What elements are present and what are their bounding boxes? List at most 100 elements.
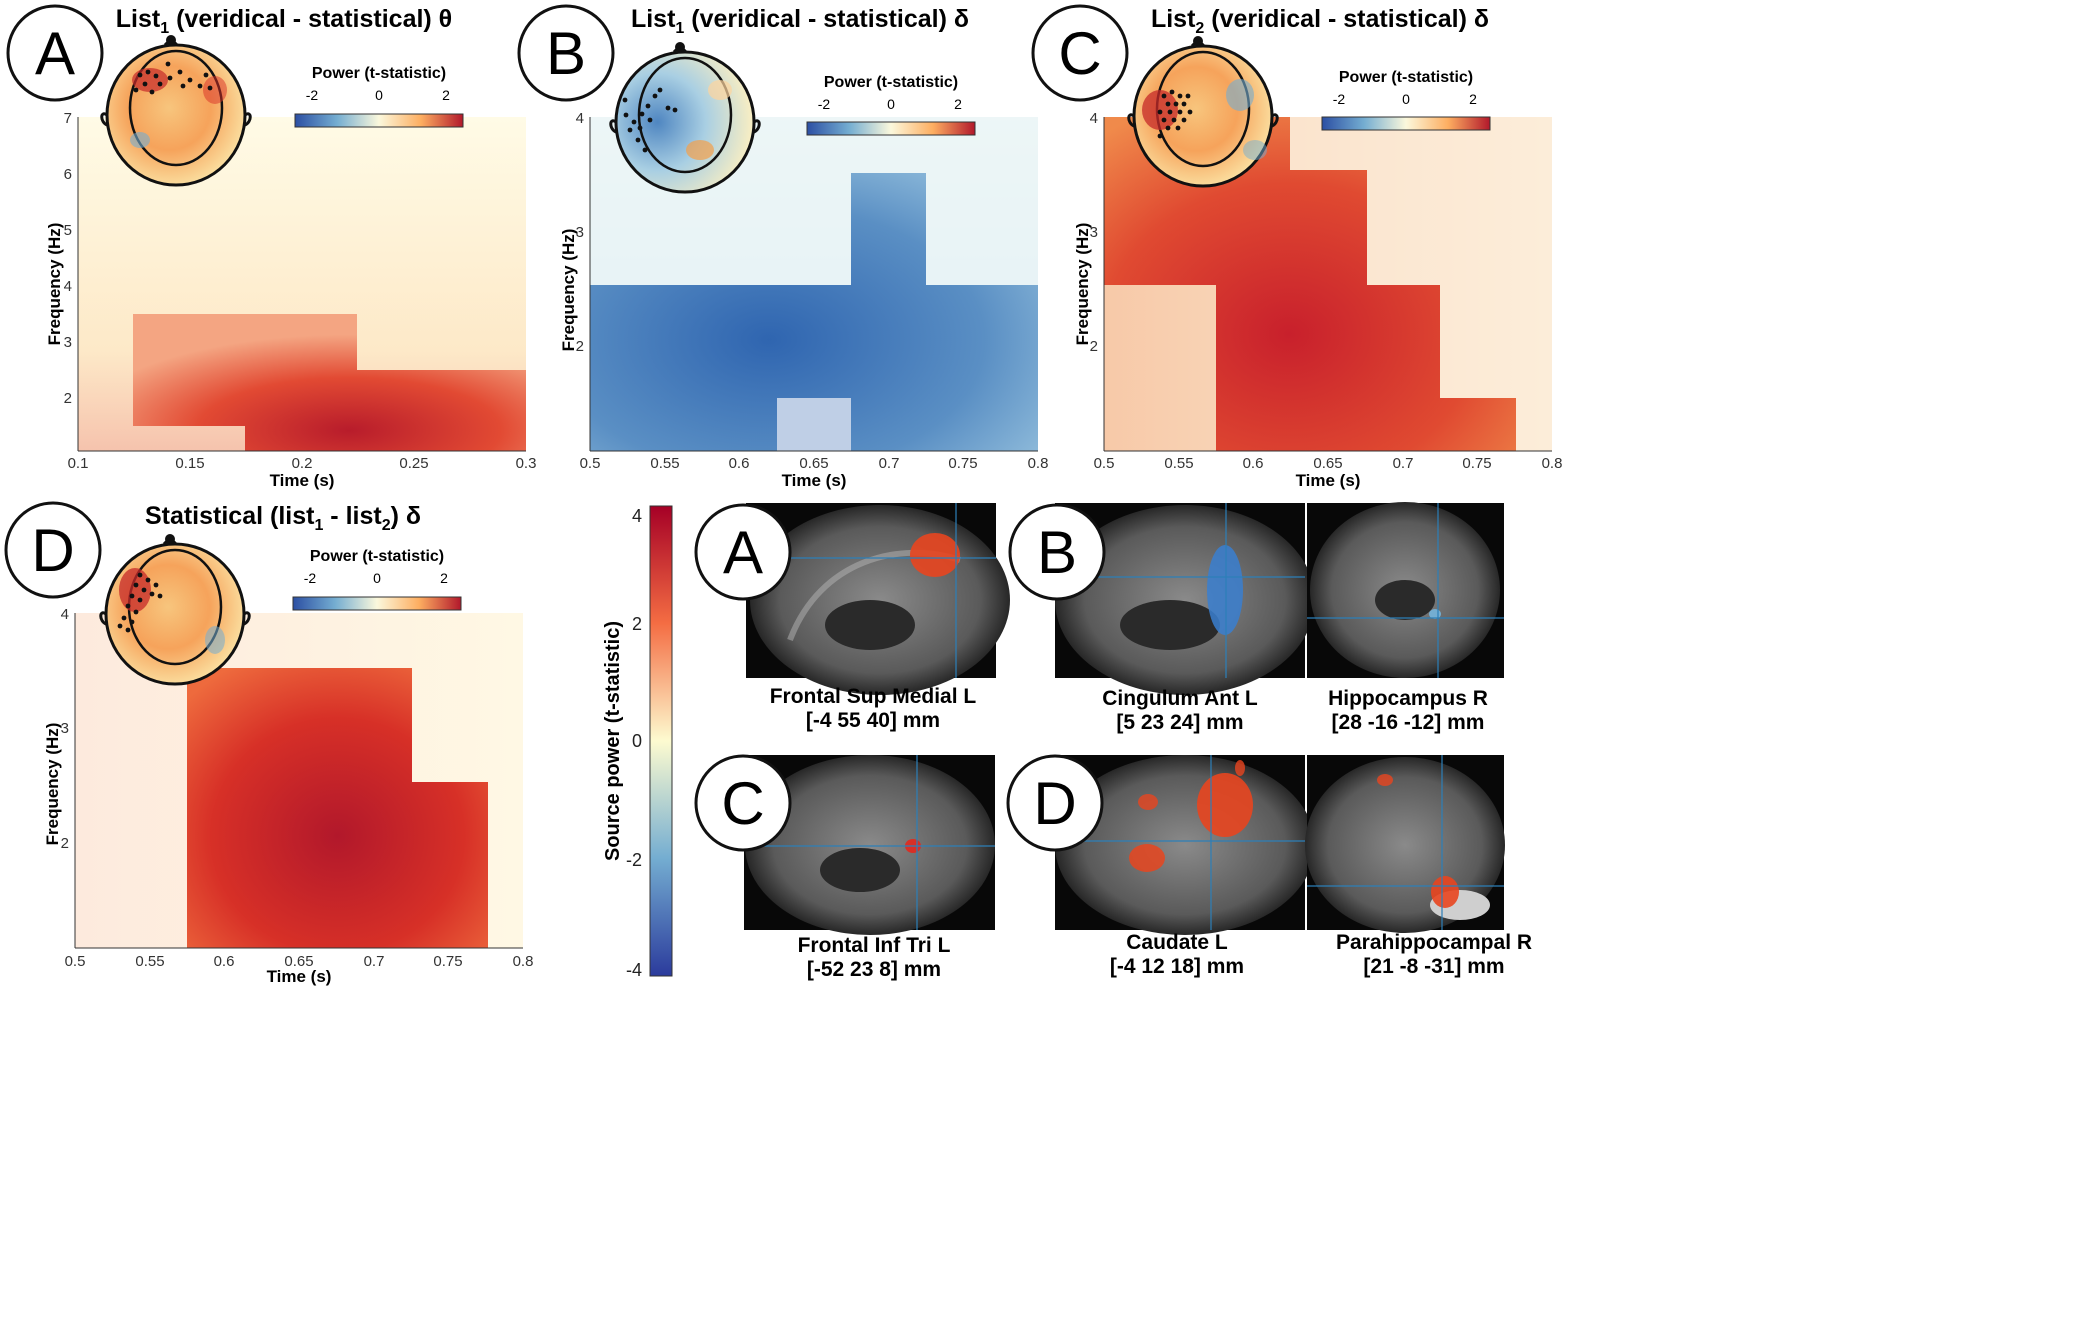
svg-text:4: 4 [61,606,69,623]
svg-text:5: 5 [64,222,72,239]
svg-text:3: 3 [1090,224,1098,241]
cluster-c [1104,117,1516,451]
svg-text:0.7: 0.7 [1393,455,1414,472]
svg-text:0.5: 0.5 [580,455,601,472]
yticks-c: 4 3 2 [1090,110,1098,355]
ylabel-b: Frequency (Hz) [559,229,578,352]
svg-text:6: 6 [64,166,72,183]
svg-text:0.8: 0.8 [1028,455,1049,472]
svg-text:Frontal Sup Medial L: Frontal Sup Medial L [770,685,977,708]
topomap-b [609,42,761,194]
svg-text:0.6: 0.6 [214,953,235,970]
xticks-d: 0.5 0.55 0.6 0.65 0.7 0.75 0.8 [65,953,534,970]
svg-text:-2: -2 [306,87,319,103]
svg-text:0.6: 0.6 [1243,455,1264,472]
svg-text:-2: -2 [626,850,642,870]
colorbar-a: Power (t-statistic) -2 0 2 [294,65,464,128]
cluster-b [590,173,1038,451]
svg-text:[-52 23 8] mm: [-52 23 8] mm [807,958,941,981]
title-c: List2 (veridical - statistical) δ [1151,5,1489,37]
svg-text:[5 23 24] mm: [5 23 24] mm [1116,711,1243,734]
svg-text:0.7: 0.7 [879,455,900,472]
svg-text:2: 2 [1090,338,1098,355]
source-colorbar: 4 2 0 -2 -4 Source power (t-statistic) [602,505,673,980]
svg-text:C: C [1058,20,1101,87]
svg-text:4: 4 [1090,110,1098,127]
svg-text:D: D [31,517,74,584]
xlabel-a: Time (s) [270,471,335,490]
source-colorbar-label: Source power (t-statistic) [602,621,624,861]
svg-text:-2: -2 [818,96,831,112]
svg-text:0.55: 0.55 [1164,455,1193,472]
svg-text:Power (t-statistic): Power (t-statistic) [310,548,444,565]
topomap-d [99,534,251,686]
svg-text:3: 3 [61,720,69,737]
panel-d: 0.5 0.55 0.6 0.65 0.7 0.75 0.8 4 3 2 Tim… [4,501,534,986]
svg-text:0.65: 0.65 [284,953,313,970]
slice-a: Frontal Sup Medial L [-4 55 40] mm A [694,503,1010,732]
svg-text:[-4 55 40] mm: [-4 55 40] mm [806,709,940,732]
cluster-a [133,314,526,451]
topomap-a [100,35,252,187]
slice-d: Caudate L [-4 12 18] mm D [1006,754,1315,978]
colorbar-b: Power (t-statistic) -2 0 2 [806,74,976,136]
slice-c: Frontal Inf Tri L [-52 23 8] mm C [694,754,995,981]
svg-text:B: B [546,20,586,87]
svg-text:2: 2 [632,614,642,634]
axes-d [74,613,523,949]
svg-text:C: C [721,770,764,837]
svg-text:4: 4 [576,110,584,127]
svg-text:2: 2 [576,338,584,355]
svg-text:0.75: 0.75 [433,953,462,970]
svg-text:Power (t-statistic): Power (t-statistic) [312,65,446,82]
svg-text:Frontal Inf Tri L: Frontal Inf Tri L [798,934,951,957]
svg-text:Parahippocampal R: Parahippocampal R [1336,931,1532,954]
ylabel-c: Frequency (Hz) [1073,223,1092,346]
svg-text:0.75: 0.75 [1462,455,1491,472]
svg-text:0: 0 [1402,91,1410,107]
panel-letter-d: D [4,501,102,599]
title-d: Statistical (list1 - list2) δ [145,502,421,534]
svg-text:0: 0 [632,731,642,751]
svg-text:Caudate L: Caudate L [1126,931,1228,954]
svg-text:-4: -4 [626,960,642,980]
svg-text:0.15: 0.15 [175,455,204,472]
svg-text:0.65: 0.65 [1313,455,1342,472]
slice-hippocampus: Hippocampus R [28 -16 -12] mm [1307,502,1504,734]
svg-text:0.7: 0.7 [364,953,385,970]
cluster-d [187,668,488,948]
svg-text:0: 0 [887,96,895,112]
topomap-c [1127,36,1279,188]
panel-c: 0.5 0.55 0.6 0.65 0.7 0.75 0.8 4 3 2 Tim… [1031,4,1563,490]
title-b: List1 (veridical - statistical) δ [631,5,969,37]
svg-text:2: 2 [64,390,72,407]
svg-text:0.8: 0.8 [1542,455,1563,472]
svg-text:[21 -8 -31] mm: [21 -8 -31] mm [1363,955,1504,978]
axes-a [77,117,526,452]
svg-text:0: 0 [373,570,381,586]
yticks-a: 7 6 5 4 3 2 [64,110,72,407]
svg-text:-2: -2 [304,570,317,586]
xlabel-c: Time (s) [1296,471,1361,490]
svg-text:0.55: 0.55 [650,455,679,472]
panel-a: 0.1 0.15 0.2 0.25 0.3 7 6 5 4 3 2 Time (… [6,4,537,490]
svg-text:0.1: 0.1 [68,455,89,472]
axes-b [589,117,1038,452]
svg-text:2: 2 [61,835,69,852]
svg-text:3: 3 [64,334,72,351]
axes-c [1103,117,1552,452]
svg-text:2: 2 [440,570,448,586]
svg-text:D: D [1033,770,1076,837]
colorbar-d: Power (t-statistic) -2 0 2 [292,548,462,611]
svg-text:A: A [723,519,763,586]
svg-text:0.3: 0.3 [516,455,537,472]
svg-text:A: A [35,20,75,87]
svg-text:0: 0 [375,87,383,103]
panel-letter-a: A [6,4,104,102]
svg-text:-2: -2 [1333,91,1346,107]
svg-text:4: 4 [632,506,642,526]
svg-text:Power (t-statistic): Power (t-statistic) [824,74,958,91]
panel-letter-b: B [517,4,615,102]
svg-text:[-4 12 18] mm: [-4 12 18] mm [1110,955,1244,978]
